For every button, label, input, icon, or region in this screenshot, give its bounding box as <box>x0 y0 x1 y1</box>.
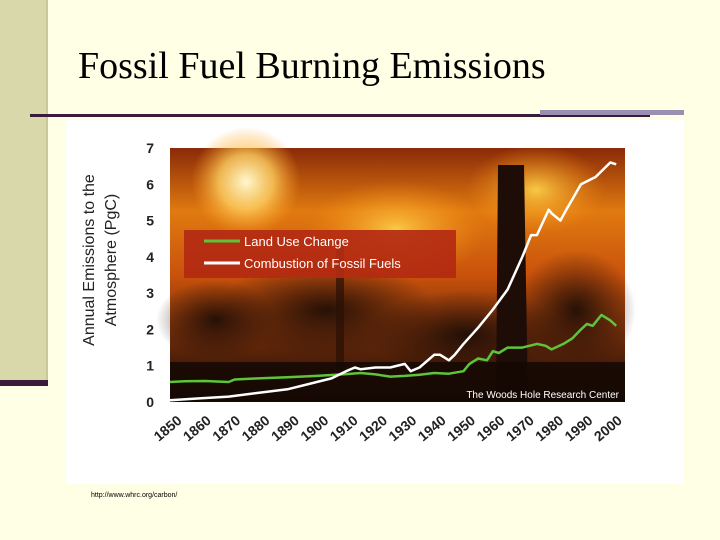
x-tick-label: 1910 <box>327 412 361 444</box>
source-url: http://www.whrc.org/carbon/ <box>91 492 178 499</box>
x-tick-label: 1890 <box>268 412 302 444</box>
y-tick-label: 3 <box>146 285 154 301</box>
legend: Land Use Change Combustion of Fossil Fue… <box>184 230 456 278</box>
x-tick-label: 1960 <box>473 412 507 444</box>
land-use-change-line <box>169 313 618 384</box>
y-axis-label-line2: Atmosphere (PgC) <box>103 194 120 327</box>
legend-label-land-use: Land Use Change <box>244 234 349 249</box>
chart-credit: The Woods Hole Research Center <box>466 390 619 401</box>
y-tick-label: 1 <box>146 358 154 374</box>
x-tick-label: 1920 <box>356 412 390 444</box>
x-tick-label: 1870 <box>209 412 243 444</box>
y-tick-label: 0 <box>146 394 154 410</box>
y-tick-label: 7 <box>146 140 154 156</box>
y-axis-label-line1: Annual Emissions to the <box>81 174 98 346</box>
x-axis: 1850186018701880189019001910192019301940… <box>150 412 625 444</box>
slide-title: Fossil Fuel Burning Emissions <box>78 45 546 87</box>
title-rule-accent <box>540 110 684 115</box>
series-layer <box>169 161 618 402</box>
left-accent-bar <box>0 380 48 386</box>
x-tick-label: 1880 <box>239 412 273 444</box>
x-tick-label: 1850 <box>150 412 184 444</box>
y-tick-label: 5 <box>146 213 154 229</box>
x-tick-label: 1970 <box>503 412 537 444</box>
x-tick-label: 1940 <box>415 412 449 444</box>
left-sidebar-band <box>0 0 48 383</box>
x-tick-label: 1990 <box>561 412 595 444</box>
x-tick-label: 1980 <box>532 412 566 444</box>
y-tick-label: 2 <box>146 321 154 337</box>
x-tick-label: 1860 <box>180 412 214 444</box>
legend-box <box>184 230 456 278</box>
title-rule <box>30 114 650 117</box>
emissions-chart: 0 1 2 3 4 5 6 7 1850186018701880189019001910192… <box>81 127 636 444</box>
x-tick-label: 1950 <box>444 412 478 444</box>
y-tick-label: 4 <box>146 249 154 265</box>
y-tick-label: 6 <box>146 176 154 192</box>
legend-label-fossil: Combustion of Fossil Fuels <box>244 256 401 271</box>
fossil-fuel-line <box>169 161 617 402</box>
x-tick-label: 1900 <box>297 412 331 444</box>
x-tick-label: 1930 <box>385 412 419 444</box>
y-axis: 0 1 2 3 4 5 6 7 <box>146 140 154 410</box>
x-tick-label: 2000 <box>591 412 625 444</box>
